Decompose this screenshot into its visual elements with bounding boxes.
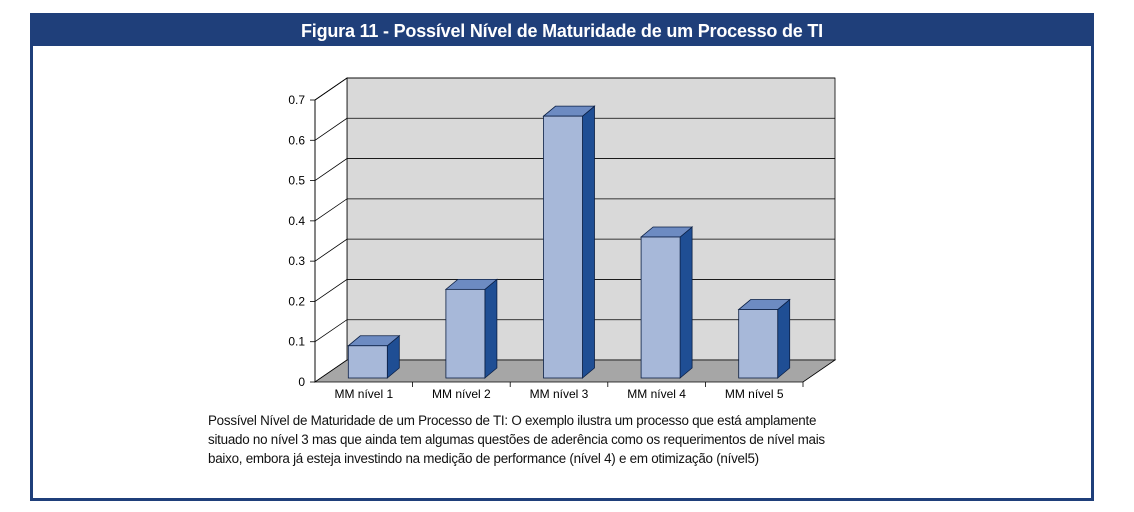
bar: [640, 236, 681, 379]
y-tick-label: 0.5: [288, 174, 305, 188]
x-tick-label: MM nível 1: [334, 387, 393, 401]
bar-side: [679, 226, 693, 379]
y-tick-label: 0.7: [288, 93, 305, 107]
x-tick-label: MM nível 4: [627, 387, 686, 401]
figure-title: Figura 11 - Possível Nível de Maturidade…: [33, 16, 1091, 46]
x-tick-label: MM nível 5: [725, 387, 784, 401]
bar-side: [777, 298, 791, 379]
y-tick-label: 0.2: [288, 294, 305, 308]
bar: [543, 115, 583, 379]
x-tick-label: MM nível 2: [432, 387, 491, 401]
bar: [738, 309, 779, 379]
y-tick-label: 0: [298, 375, 305, 389]
bar-side: [582, 105, 595, 379]
y-tick-label: 0.3: [288, 254, 305, 268]
figure-caption: Possível Nível de Maturidade de um Proce…: [208, 413, 825, 466]
gridline: [314, 158, 835, 181]
bar: [445, 288, 486, 379]
gridline: [314, 117, 835, 141]
bar: [347, 345, 388, 379]
y-tick-label: 0.1: [288, 335, 305, 349]
y-tick-label: 0.4: [288, 214, 305, 228]
gridline: [314, 198, 835, 222]
bar-side: [484, 278, 498, 379]
plot-side-wall: [314, 77, 348, 383]
y-tick-label: 0.6: [288, 133, 305, 147]
gridline: [314, 77, 835, 101]
x-tick-label: MM nível 3: [530, 387, 589, 401]
